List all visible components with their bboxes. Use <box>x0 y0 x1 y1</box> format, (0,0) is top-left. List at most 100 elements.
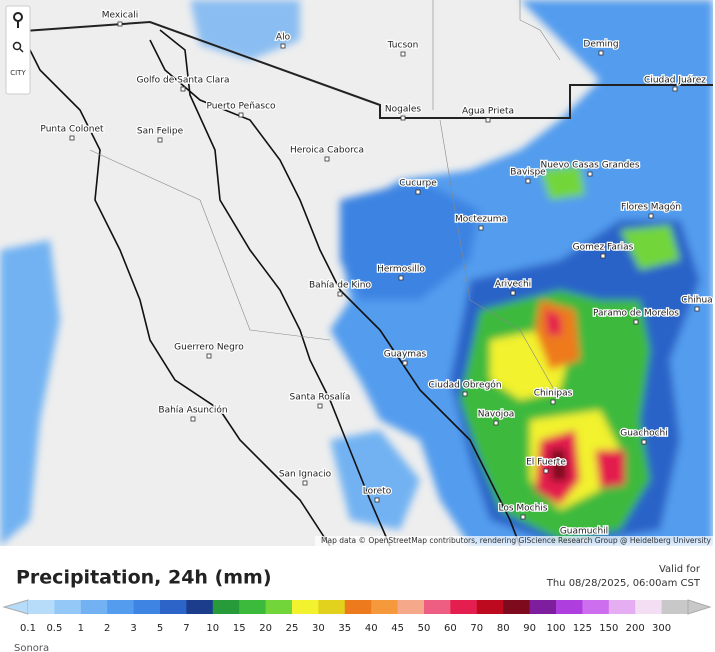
city-marker <box>672 86 678 92</box>
city-marker <box>180 86 186 92</box>
state-lines <box>89 0 561 401</box>
city-label: Bahía Asunción <box>158 405 227 416</box>
city-marker <box>520 514 526 520</box>
city-marker <box>400 115 406 121</box>
city-label: Los Mochis <box>498 504 547 514</box>
scale-label: 3 <box>130 623 136 634</box>
scale-label: 100 <box>546 623 565 634</box>
city-label: Flores Magón <box>621 202 681 213</box>
scale-swatch <box>265 600 293 614</box>
scale-swatch <box>318 600 346 614</box>
city-label: Ciudad Juárez <box>644 76 706 86</box>
city-marker <box>415 189 421 195</box>
scale-swatch <box>661 600 689 614</box>
scale-label: 90 <box>523 623 536 634</box>
scale-swatch <box>397 600 425 614</box>
city-marker <box>238 112 244 118</box>
city-label: Deming <box>583 40 618 50</box>
city-marker <box>206 353 212 359</box>
city-marker <box>694 306 700 312</box>
scale-label: 1 <box>78 623 84 634</box>
coastlines <box>19 29 521 546</box>
scale-label: 10 <box>206 623 219 634</box>
city-marker <box>400 51 406 57</box>
zoom-icon <box>19 48 24 53</box>
scale-label: 5 <box>157 623 163 634</box>
city-marker <box>324 156 330 162</box>
city-marker <box>485 117 491 123</box>
scale-label: 60 <box>444 623 457 634</box>
scale-swatch <box>450 600 478 614</box>
scale-label: 2 <box>104 623 110 634</box>
valid-label: Valid for <box>659 564 701 575</box>
scale-label: 30 <box>312 623 325 634</box>
scale-swatch <box>556 600 583 614</box>
scale-swatch <box>186 600 214 614</box>
borders <box>9 20 713 119</box>
city-marker <box>337 291 343 297</box>
city-label: Agua Prieta <box>462 107 514 117</box>
scale-swatch <box>635 600 663 614</box>
city-marker <box>462 391 468 397</box>
city-toggle[interactable]: CITY <box>10 69 26 77</box>
city-marker <box>525 178 531 184</box>
scale-swatch <box>107 600 135 614</box>
city-label: Paramo de Morelos <box>593 309 679 319</box>
city-marker <box>641 439 647 445</box>
scale-swatch <box>133 600 161 614</box>
city-label: Bavispe <box>510 168 546 178</box>
city-marker <box>633 319 639 325</box>
zoom-button[interactable] <box>12 41 22 51</box>
scale-label: 15 <box>233 623 246 634</box>
city-marker <box>398 275 404 281</box>
scale-label: 20 <box>259 623 272 634</box>
city-marker <box>648 213 654 219</box>
scale-arrow-left <box>2 599 29 615</box>
scale-label: 200 <box>626 623 645 634</box>
scale-label: 125 <box>573 623 592 634</box>
city-marker <box>600 253 606 259</box>
scale-label: 0.5 <box>46 623 62 634</box>
city-marker <box>550 399 556 405</box>
city-label: Guerrero Negro <box>174 343 244 353</box>
city-label: Hermosillo <box>377 265 425 275</box>
city-label: San Felipe <box>137 127 184 137</box>
attribution: Map data © OpenStreetMap contributors, r… <box>321 536 712 545</box>
city-marker <box>69 135 75 141</box>
city-label: Ciudad Obregón <box>428 380 501 391</box>
legend-title: Precipitation, 24h (mm) <box>16 567 272 589</box>
scale-swatch <box>529 600 557 614</box>
scale-label: 300 <box>652 623 671 634</box>
city-label: Nogales <box>385 105 422 115</box>
city-label: Cucurpe <box>399 179 437 189</box>
precipitation-overlay <box>0 0 713 546</box>
city-label: Tucson <box>387 41 419 51</box>
valid-time: Thu 08/28/2025, 06:00am CST <box>546 578 701 589</box>
city-label: Guamuchil <box>560 527 608 537</box>
scale-swatch <box>503 600 531 614</box>
city-label: Guaymas <box>384 350 427 360</box>
map-toolbar: CITY <box>5 5 31 95</box>
scale-swatch <box>424 600 451 614</box>
city-label: Alo <box>276 33 291 43</box>
city-marker <box>302 480 308 486</box>
city-marker <box>402 360 408 366</box>
scale-label: 7 <box>183 623 189 634</box>
city-marker <box>587 171 593 177</box>
city-label: Heroica Caborca <box>290 146 364 156</box>
city-label: Puerto Peñasco <box>206 102 276 112</box>
scale-label: 70 <box>470 623 483 634</box>
scale-swatch <box>54 600 82 614</box>
scale-swatch <box>371 600 399 614</box>
scale-label: 25 <box>286 623 299 634</box>
scale-label: 50 <box>418 623 431 634</box>
attribution-bg <box>315 536 713 546</box>
scale-swatch <box>582 600 610 614</box>
city-label: Santa Rosalía <box>290 393 351 403</box>
city-label: Bahía de Kino <box>309 281 371 291</box>
scale-label: 45 <box>391 623 404 634</box>
city-label: Golfo de Santa Clara <box>137 76 230 86</box>
scale-swatch <box>292 600 319 614</box>
